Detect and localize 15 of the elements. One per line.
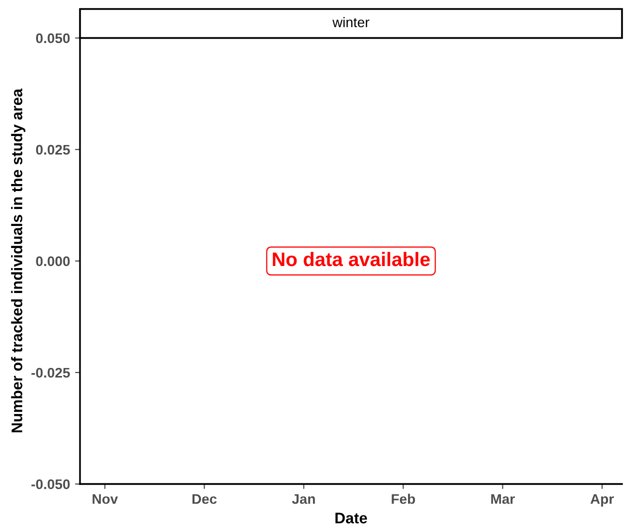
annotation: No data available bbox=[272, 252, 430, 266]
x-tick-label: Jan bbox=[292, 494, 315, 504]
x-axis-title: Date bbox=[335, 512, 368, 524]
x-tick-label: Nov bbox=[92, 494, 118, 504]
y-tick-label: 0.000 bbox=[36, 256, 70, 266]
x-tick-label: Feb bbox=[392, 494, 415, 504]
x-tick-label: Apr bbox=[590, 494, 614, 507]
x-tick-label: Mar bbox=[491, 494, 515, 504]
y-tick-label: -0.025 bbox=[31, 368, 70, 378]
y-tick-label: 0.025 bbox=[36, 144, 70, 155]
y-axis-title: Number of tracked individuals in the study area bbox=[11, 88, 26, 432]
y-tick-label: 0.050 bbox=[36, 33, 70, 44]
chart-title: winter bbox=[332, 17, 370, 28]
x-tick-label: Dec bbox=[192, 494, 217, 504]
y-tick-label: -0.050 bbox=[31, 479, 70, 490]
